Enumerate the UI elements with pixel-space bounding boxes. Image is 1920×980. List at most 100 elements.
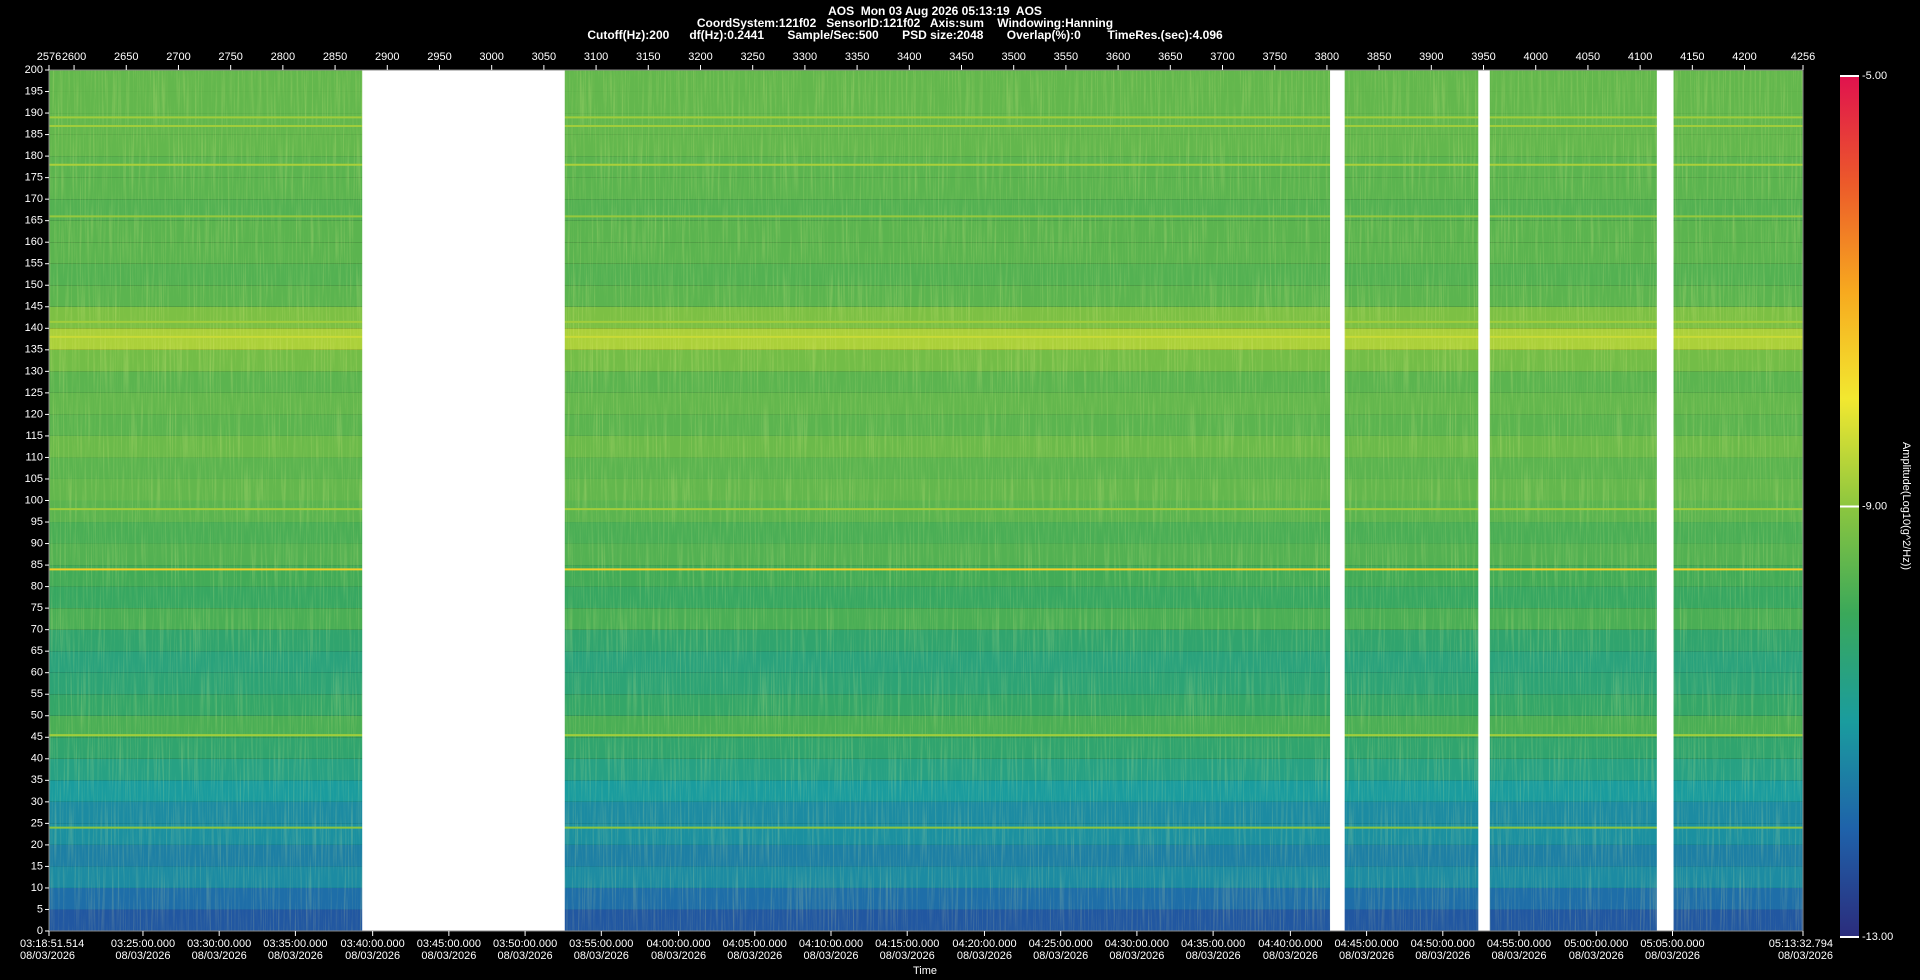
time-tick-date: 08/03/2026 xyxy=(1186,950,1241,962)
x-tick-label: 2576 xyxy=(37,51,61,63)
time-tick-date: 08/03/2026 xyxy=(803,950,858,962)
time-tick-date: 08/03/2026 xyxy=(345,950,400,962)
time-tick-label: 03:55:00.000 xyxy=(569,938,633,950)
x-tick-label: 3700 xyxy=(1210,51,1234,63)
x-tick-label: 2850 xyxy=(323,51,347,63)
time-tick-date: 08/03/2026 xyxy=(1645,950,1700,962)
time-tick-label: 04:10:00.000 xyxy=(799,938,863,950)
y-tick-label: 120 xyxy=(25,408,43,420)
time-tick-date: 08/03/2026 xyxy=(268,950,323,962)
x-tick-label: 2950 xyxy=(427,51,451,63)
x-tick-label: 3350 xyxy=(845,51,869,63)
x-tick-label: 3050 xyxy=(532,51,556,63)
x-tick-label: 3000 xyxy=(479,51,503,63)
x-tick-label: 4050 xyxy=(1576,51,1600,63)
time-tick-label: 04:45:00.000 xyxy=(1334,938,1398,950)
y-tick-label: 5 xyxy=(37,903,43,915)
y-tick-label: 140 xyxy=(25,322,43,334)
y-tick-label: 35 xyxy=(31,774,43,786)
y-tick-label: 25 xyxy=(31,817,43,829)
time-tick-label: 05:13:32.794 xyxy=(1769,938,1833,950)
y-tick-label: 30 xyxy=(31,796,43,808)
time-tick-label: 04:15:00.000 xyxy=(875,938,939,950)
time-tick-date: 08/03/2026 xyxy=(1569,950,1624,962)
y-tick-label: 80 xyxy=(31,581,43,593)
x-tick-label: 2650 xyxy=(114,51,138,63)
y-tick-label: 20 xyxy=(31,839,43,851)
x-tick-label: 3150 xyxy=(636,51,660,63)
y-tick-label: 125 xyxy=(25,387,43,399)
x-tick-label: 2700 xyxy=(166,51,190,63)
time-tick-label: 05:00:00.000 xyxy=(1564,938,1628,950)
y-tick-label: 200 xyxy=(25,64,43,76)
time-tick-date: 08/03/2026 xyxy=(421,950,476,962)
y-tick-label: 75 xyxy=(31,602,43,614)
time-tick-date: 08/03/2026 xyxy=(957,950,1012,962)
colorbar-tick-label: -9.00 xyxy=(1862,500,1887,512)
y-tick-label: 10 xyxy=(31,882,43,894)
y-tick-label: 105 xyxy=(25,473,43,485)
y-tick-label: 150 xyxy=(25,279,43,291)
x-tick-label: 3900 xyxy=(1419,51,1443,63)
y-tick-label: 65 xyxy=(31,645,43,657)
time-tick-label: 04:05:00.000 xyxy=(723,938,787,950)
time-tick-date: 08/03/2026 xyxy=(574,950,629,962)
time-tick-label: 04:00:00.000 xyxy=(646,938,710,950)
y-tick-label: 175 xyxy=(25,172,43,184)
time-tick-label: 05:05:00.000 xyxy=(1640,938,1704,950)
time-tick-label: 04:35:00.000 xyxy=(1181,938,1245,950)
y-tick-label: 130 xyxy=(25,365,43,377)
x-tick-label: 3500 xyxy=(1001,51,1025,63)
x-tick-label: 2900 xyxy=(375,51,399,63)
y-tick-label: 180 xyxy=(25,150,43,162)
x-tick-label: 3600 xyxy=(1106,51,1130,63)
time-tick-date: 08/03/2026 xyxy=(1778,950,1833,962)
y-tick-label: 40 xyxy=(31,753,43,765)
y-tick-label: 135 xyxy=(25,344,43,356)
chart-subtitle: Cutoff(Hz):200 df(Hz):0.2441 Sample/Sec:… xyxy=(587,28,1223,42)
x-tick-label: 3800 xyxy=(1315,51,1339,63)
y-tick-label: 110 xyxy=(25,451,43,463)
y-tick-label: 170 xyxy=(25,193,43,205)
y-tick-label: 160 xyxy=(25,236,43,248)
time-tick-date: 08/03/2026 xyxy=(880,950,935,962)
y-tick-label: 45 xyxy=(31,731,43,743)
x-tick-label: 3650 xyxy=(1158,51,1182,63)
y-tick-label: 0 xyxy=(37,925,43,937)
x-tick-label: 3750 xyxy=(1262,51,1286,63)
x-tick-label: 2600 xyxy=(62,51,86,63)
y-tick-label: 85 xyxy=(31,559,43,571)
time-tick-date: 08/03/2026 xyxy=(727,950,782,962)
x-tick-label: 3850 xyxy=(1367,51,1391,63)
colorbar-label: Amplitude(Log10(g^2/Hz)) xyxy=(1900,442,1912,570)
x-tick-label: 2800 xyxy=(271,51,295,63)
time-tick-date: 08/03/2026 xyxy=(1339,950,1394,962)
time-tick-label: 03:35:00.000 xyxy=(263,938,327,950)
x-tick-label: 4200 xyxy=(1732,51,1756,63)
data-gap xyxy=(362,70,565,931)
y-tick-label: 190 xyxy=(25,107,43,119)
time-tick-label: 04:55:00.000 xyxy=(1487,938,1551,950)
y-tick-label: 60 xyxy=(31,667,43,679)
x-tick-label: 4150 xyxy=(1680,51,1704,63)
x-tick-label: 3250 xyxy=(740,51,764,63)
y-tick-label: 55 xyxy=(31,688,43,700)
time-tick-label: 03:50:00.000 xyxy=(493,938,557,950)
chart-subtitle: CoordSystem:121f02 SensorID:121f02 Axis:… xyxy=(697,16,1113,30)
x-tick-label: 3450 xyxy=(949,51,973,63)
y-tick-label: 145 xyxy=(25,301,43,313)
time-tick-date: 08/03/2026 xyxy=(1263,950,1318,962)
x-tick-label: 3100 xyxy=(584,51,608,63)
y-tick-label: 100 xyxy=(25,494,43,506)
y-tick-label: 165 xyxy=(25,215,43,227)
texture xyxy=(49,70,1803,931)
x-tick-label: 4256 xyxy=(1791,51,1815,63)
time-tick-date: 08/03/2026 xyxy=(498,950,553,962)
time-tick-date: 08/03/2026 xyxy=(115,950,170,962)
time-tick-label: 03:40:00.000 xyxy=(341,938,405,950)
time-tick-date: 08/03/2026 xyxy=(1415,950,1470,962)
colorbar-tick-label: -13.00 xyxy=(1862,931,1893,943)
x-tick-label: 3950 xyxy=(1471,51,1495,63)
y-tick-label: 50 xyxy=(31,710,43,722)
